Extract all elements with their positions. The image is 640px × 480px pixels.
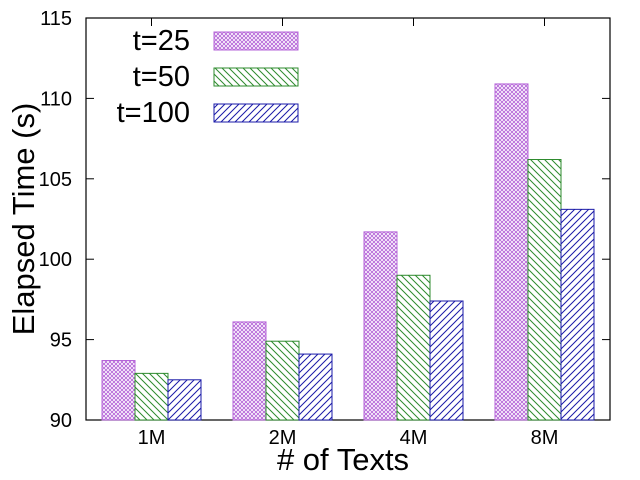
y-tick-label: 105 [39, 169, 72, 191]
bar-t=25-2M [232, 321, 267, 421]
bar-t=25-4M [363, 231, 398, 421]
bar-t=100-1M [167, 379, 202, 421]
bar-t=50-1M [134, 372, 169, 421]
bar-t=100-8M [560, 208, 595, 421]
legend-swatch [213, 103, 299, 123]
x-axis: 1M 2M 4M 8M [138, 18, 559, 449]
legend-swatch [213, 67, 299, 87]
bar-t=100-2M [298, 353, 333, 421]
y-tick-label: 110 [40, 88, 72, 110]
bar-t=25-1M [101, 360, 136, 421]
x-axis-title: # of Texts [277, 442, 409, 477]
bar-t=50-4M [396, 274, 431, 421]
x-tick-label: 8M [531, 427, 559, 449]
y-axis-title: Elapsed Time (s) [6, 103, 41, 336]
y-tick-label: 90 [50, 410, 72, 432]
y-tick-label: 115 [40, 8, 72, 30]
legend-label: t=50 [133, 61, 190, 93]
x-tick-label: 4M [400, 427, 428, 449]
legend: t=25 t=50 t=100 [117, 25, 299, 129]
y-axis: 90 95 100 105 110 115 [39, 8, 610, 432]
x-tick-label: 2M [269, 427, 297, 449]
plot-area [85, 17, 611, 421]
legend-label: t=100 [117, 97, 190, 129]
bar-t=50-8M [527, 159, 562, 421]
bar-t=25-8M [494, 83, 529, 421]
x-tick-label: 1M [138, 427, 166, 449]
bars-group [101, 83, 595, 421]
bar-t=100-4M [429, 300, 464, 421]
y-tick-label: 95 [50, 330, 72, 352]
bar-t=50-2M [265, 340, 300, 421]
legend-label: t=25 [133, 25, 190, 57]
legend-swatch [213, 31, 299, 51]
y-tick-label: 100 [39, 249, 72, 271]
